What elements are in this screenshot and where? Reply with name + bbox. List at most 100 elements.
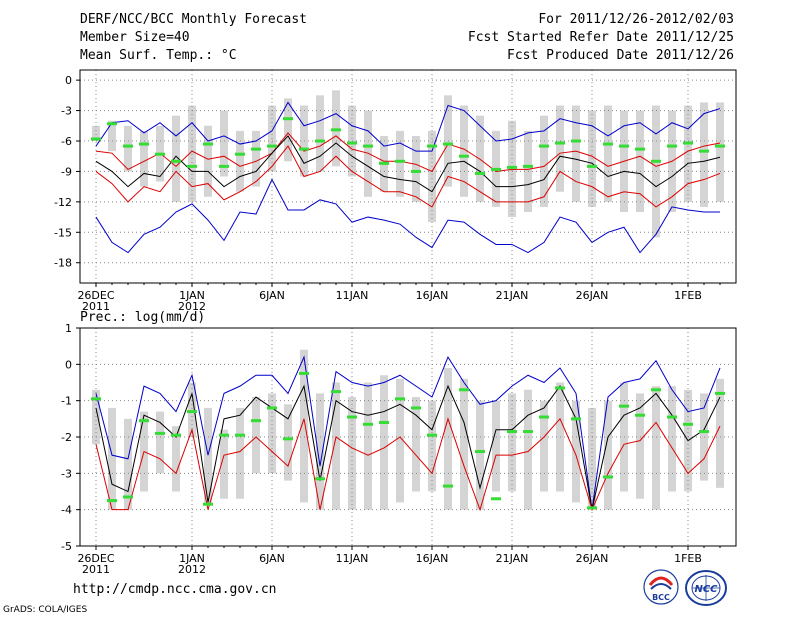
ensemble-box bbox=[604, 400, 612, 510]
x-tick-year-label: 2011 bbox=[82, 563, 110, 576]
ensemble-box bbox=[444, 367, 452, 510]
ensemble-box bbox=[204, 125, 212, 197]
x-tick-label: 26JAN bbox=[576, 289, 609, 302]
ensemble-box bbox=[172, 426, 180, 492]
series-line-ensemble-max bbox=[95, 355, 721, 510]
y-tick-label: -15 bbox=[54, 226, 72, 239]
x-tick-label: 6JAN bbox=[259, 289, 285, 302]
y-tick-label: 0 bbox=[65, 358, 72, 371]
series-line-ensemble-median bbox=[95, 135, 721, 193]
x-tick-label: 1JAN bbox=[179, 289, 205, 302]
ensemble-box bbox=[236, 130, 244, 192]
ensemble-box bbox=[396, 130, 404, 197]
x-tick-label: 1FEB bbox=[674, 289, 702, 302]
x-tick-label: 11JAN bbox=[336, 289, 369, 302]
ncc-logo-text: NCC bbox=[694, 584, 718, 595]
ensemble-box bbox=[252, 130, 260, 187]
ensemble-box bbox=[188, 382, 196, 437]
ensemble-box bbox=[92, 125, 100, 141]
y-tick-label: -3 bbox=[61, 105, 72, 118]
y-tick-label: -2 bbox=[61, 431, 72, 444]
ensemble-box bbox=[636, 393, 644, 499]
x-tick-label: 21JAN bbox=[496, 289, 529, 302]
ensemble-box bbox=[460, 105, 468, 197]
ensemble-box bbox=[172, 115, 180, 202]
ensemble-box bbox=[604, 105, 612, 202]
x-tick-year-label: 2012 bbox=[178, 300, 206, 313]
ensemble-box bbox=[716, 378, 724, 488]
y-tick-label: -1 bbox=[61, 395, 72, 408]
series-line-ensemble-min bbox=[95, 178, 720, 254]
x-tick-label: 16JAN bbox=[416, 289, 449, 302]
ensemble-box bbox=[220, 429, 228, 499]
ensemble-box bbox=[540, 400, 548, 492]
ensemble-box bbox=[700, 102, 708, 207]
ensemble-box bbox=[508, 120, 516, 218]
ensemble-box bbox=[108, 120, 116, 152]
ensemble-box bbox=[332, 90, 340, 167]
ensemble-box bbox=[188, 105, 196, 202]
refer-date: Fcst Started Refer Date 2011/12/25 bbox=[467, 30, 734, 45]
ensemble-box bbox=[364, 382, 372, 510]
ensemble-box bbox=[380, 375, 388, 510]
ensemble-box bbox=[316, 95, 324, 172]
series-line-ensemble-lower bbox=[95, 145, 721, 208]
ensemble-box bbox=[412, 135, 420, 202]
chart-title: DERF/NCC/BCC Monthly Forecast bbox=[80, 12, 307, 27]
source-url[interactable]: http://cmdp.ncc.cma.gov.cn bbox=[73, 582, 277, 597]
ensemble-box bbox=[460, 378, 468, 510]
ensemble-box bbox=[124, 125, 132, 172]
x-tick-label: 21JAN bbox=[496, 552, 529, 565]
ensemble-box bbox=[636, 110, 644, 212]
y-tick-label: -5 bbox=[61, 540, 72, 553]
ensemble-box bbox=[220, 110, 228, 177]
ensemble-box bbox=[300, 349, 308, 503]
variable-label: Mean Surf. Temp.: °C bbox=[80, 48, 237, 63]
ensemble-box bbox=[572, 400, 580, 503]
grads-credit: GrADS: COLA/IGES bbox=[3, 605, 88, 615]
ensemble-box bbox=[428, 400, 436, 492]
ensemble-box bbox=[716, 102, 724, 202]
ensemble-box bbox=[252, 397, 260, 474]
ensemble-box bbox=[684, 105, 692, 202]
ensemble-box bbox=[524, 389, 532, 510]
y-tick-label: -3 bbox=[61, 467, 72, 480]
bcc-logo: BCC bbox=[642, 569, 680, 611]
x-tick-label: 1JAN bbox=[179, 552, 205, 565]
ensemble-box bbox=[156, 411, 164, 474]
x-tick-label: 16JAN bbox=[416, 552, 449, 565]
y-tick-label: 0 bbox=[65, 74, 72, 87]
ensemble-box bbox=[572, 105, 580, 202]
ensemble-box bbox=[92, 389, 100, 445]
y-tick-label: -12 bbox=[54, 196, 72, 209]
ensemble-box bbox=[124, 418, 132, 510]
y-tick-label: 1 bbox=[65, 322, 72, 335]
ensemble-box bbox=[540, 115, 548, 207]
plot-frame bbox=[79, 69, 737, 284]
ensemble-box bbox=[588, 407, 596, 510]
ensemble-box bbox=[668, 386, 676, 492]
forecast-period: For 2011/12/26-2012/02/03 bbox=[538, 12, 734, 27]
ensemble-box bbox=[492, 400, 500, 492]
series-line-ensemble-lower bbox=[95, 417, 721, 512]
series-line-ensemble-max bbox=[95, 101, 721, 152]
ensemble-box bbox=[316, 393, 324, 510]
y-tick-label: -9 bbox=[61, 165, 72, 178]
ensemble-box bbox=[476, 400, 484, 510]
x-tick-label: 6JAN bbox=[259, 552, 285, 565]
ensemble-box bbox=[348, 397, 356, 510]
ensemble-box bbox=[508, 393, 516, 492]
y-tick-label: -4 bbox=[61, 504, 72, 517]
bcc-logo-text: BCC bbox=[652, 593, 670, 602]
x-tick-label: 26DEC bbox=[77, 289, 114, 302]
ensemble-box bbox=[412, 397, 420, 492]
precip-panel-title: Prec.: log(mm/d) bbox=[80, 310, 205, 325]
x-tick-label: 26DEC bbox=[77, 552, 114, 565]
x-tick-label: 26JAN bbox=[576, 552, 609, 565]
ensemble-box bbox=[332, 382, 340, 510]
ncc-logo: NCC bbox=[684, 569, 728, 611]
ensemble-box bbox=[140, 130, 148, 187]
